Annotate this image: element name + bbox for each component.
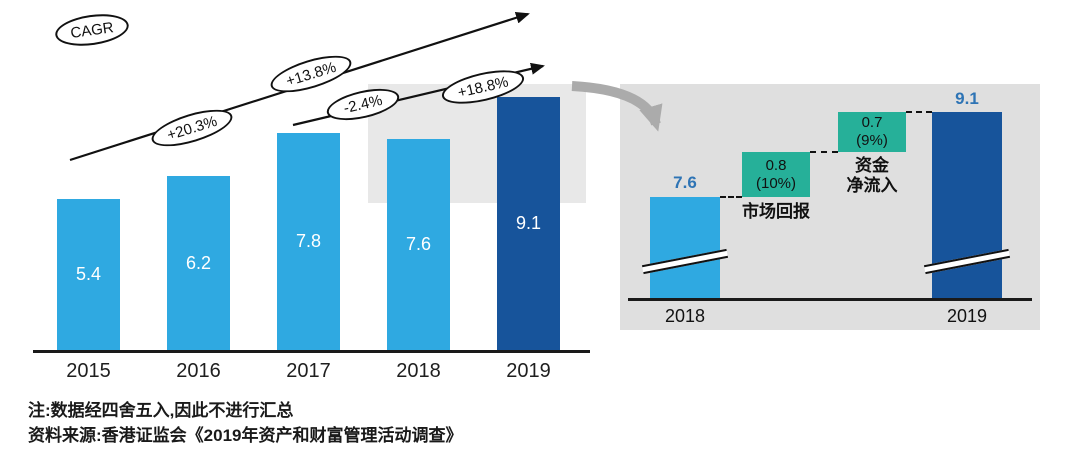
x-label-2019: 2019 <box>506 360 551 382</box>
bar-2015: 5.4 <box>57 199 120 350</box>
footnote-source: 资料来源:香港证监会《2019年资产和财富管理活动调查》 <box>28 426 463 445</box>
connector-dashed-line-3 <box>906 111 932 113</box>
connector-dashed-line-1 <box>720 196 742 198</box>
bar-value-2018: 7.6 <box>405 234 432 254</box>
x-axis-line <box>33 350 590 353</box>
market-return-label: 市场回报 <box>742 202 810 221</box>
waterfall-x-label-2019: 2019 <box>946 306 988 326</box>
waterfall-end-value: 9.1 <box>955 89 979 108</box>
waterfall-bar-2018 <box>650 197 720 299</box>
bar-2017: 7.8 <box>277 133 340 350</box>
x-label-2018: 2018 <box>396 360 441 382</box>
growth-oval-2016: +20.3% <box>147 102 237 154</box>
growth-oval-2017: +13.8% <box>266 48 356 100</box>
footnote-rounding: 注:数据经四舍五入,因此不进行汇总 <box>28 401 294 420</box>
bar-2019: 9.1 <box>497 97 560 350</box>
waterfall-axis-line <box>628 298 1032 301</box>
market-return-value: 0.8 (10%) <box>755 156 796 192</box>
x-label-2015: 2015 <box>66 360 111 382</box>
cagr-badge: CAGR <box>53 9 131 51</box>
waterfall-start-value: 7.6 <box>673 173 697 192</box>
waterfall-bar-net-inflow: 0.7 (9%) <box>838 112 906 152</box>
waterfall-x-label-2018: 2018 <box>664 306 706 326</box>
waterfall-bar-market-return: 0.8 (10%) <box>742 152 810 197</box>
connector-dashed-line-2 <box>810 151 838 153</box>
bar-value-2015: 5.4 <box>75 264 102 284</box>
bar-2016: 6.2 <box>167 176 230 350</box>
bar-value-2017: 7.8 <box>295 231 322 251</box>
x-label-2017: 2017 <box>286 360 331 382</box>
x-label-2016: 2016 <box>176 360 221 382</box>
waterfall-bar-2019 <box>932 112 1002 299</box>
net-inflow-value: 0.7 (9%) <box>856 114 888 149</box>
bar-2018: 7.6 <box>387 139 450 350</box>
bar-value-2019: 9.1 <box>515 213 542 233</box>
net-inflow-label: 资金 净流入 <box>846 156 898 195</box>
bar-value-2016: 6.2 <box>185 252 212 273</box>
